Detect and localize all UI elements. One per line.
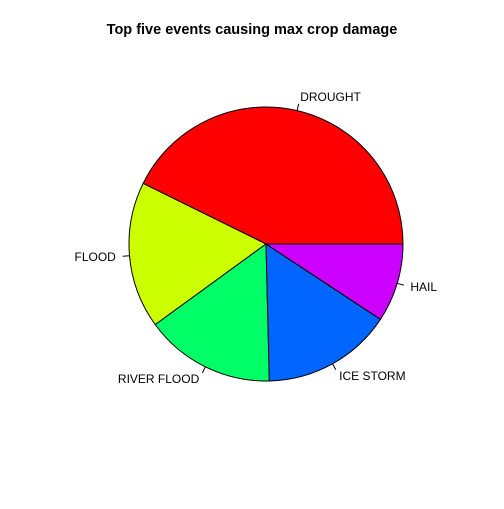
- slice-label-hail: HAIL: [410, 280, 437, 294]
- slice-label-flood: FLOOD: [75, 250, 117, 264]
- label-tick-river-flood: [201, 366, 206, 374]
- label-tick-hail: [397, 282, 404, 286]
- pie-slice-ice-storm: [265, 243, 381, 382]
- pie-slice-drought: [142, 106, 404, 245]
- label-tick-ice-storm: [332, 363, 337, 371]
- slice-label-ice-storm: ICE STORM: [339, 369, 405, 383]
- label-tick-flood: [122, 255, 130, 257]
- slice-label-drought: DROUGHT: [300, 90, 361, 104]
- slices-layer: [128, 106, 404, 382]
- pie-slice-flood: [128, 182, 267, 326]
- label-tick-drought: [296, 103, 300, 111]
- labels-layer: DROUGHT FLOOD RIVER FLOOD ICE STORM HAIL: [75, 90, 438, 386]
- pie-slice-hail: [265, 243, 404, 320]
- chart-title: Top five events causing max crop damage: [106, 22, 398, 38]
- slice-label-river-flood: RIVER FLOOD: [118, 372, 200, 386]
